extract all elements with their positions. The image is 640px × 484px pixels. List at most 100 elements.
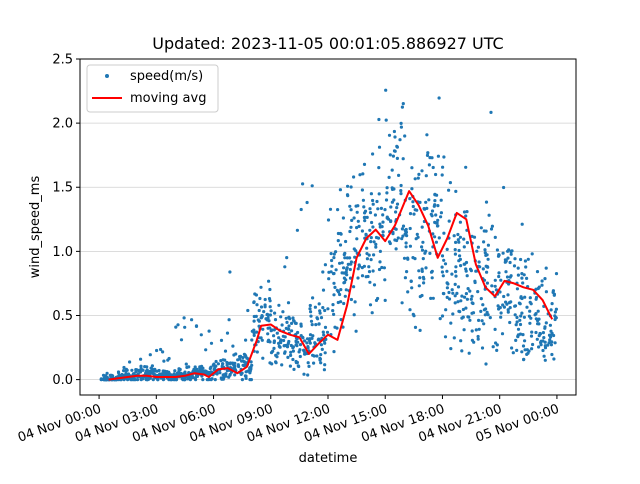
scatter-point (355, 210, 359, 214)
scatter-point (481, 303, 485, 307)
scatter-point (516, 266, 520, 270)
scatter-point (465, 297, 469, 301)
scatter-point (459, 339, 463, 343)
scatter-point (266, 339, 270, 344)
scatter-point (177, 371, 181, 375)
scatter-point (477, 318, 481, 322)
scatter-point (490, 284, 494, 288)
scatter-point (484, 253, 488, 257)
scatter-point (528, 321, 532, 325)
scatter-point (450, 272, 454, 276)
scatter-point (466, 287, 470, 291)
scatter-point (554, 315, 558, 319)
scatter-point (296, 364, 300, 368)
scatter-point (221, 377, 225, 381)
scatter-point (348, 229, 352, 234)
scatter-point (321, 330, 325, 334)
scatter-point (325, 330, 330, 334)
scatter-point (385, 191, 389, 195)
scatter-point (161, 350, 165, 354)
scatter-point (317, 302, 321, 306)
scatter-point (497, 253, 501, 257)
scatter-point (465, 241, 469, 245)
scatter-point (537, 317, 541, 321)
scatter-point (304, 351, 308, 355)
scatter-point (540, 283, 544, 287)
scatter-point (457, 259, 461, 263)
scatter-point (484, 264, 488, 268)
scatter-point (550, 352, 554, 357)
scatter-point (287, 324, 291, 328)
scatter-point (451, 312, 455, 316)
scatter-point (255, 350, 259, 354)
scatter-point (332, 350, 336, 354)
y-tick-label: 0.5 (52, 309, 73, 324)
scatter-point (427, 163, 431, 167)
scatter-point (313, 305, 317, 309)
scatter-point (273, 318, 278, 322)
scatter-point (445, 269, 449, 273)
scatter-point (327, 277, 331, 281)
scatter-point (470, 329, 474, 333)
scatter-point (162, 372, 166, 376)
y-tick-label: 2.0 (52, 117, 73, 132)
scatter-point (333, 285, 337, 289)
scatter-point (141, 377, 145, 381)
scatter-point (292, 319, 296, 323)
scatter-point (343, 294, 347, 298)
scatter-point (549, 343, 554, 347)
scatter-point (508, 260, 512, 265)
scatter-point (442, 292, 446, 296)
scatter-point (456, 300, 460, 304)
scatter-point (259, 285, 263, 289)
scatter-point (252, 300, 256, 305)
scatter-point (420, 225, 424, 229)
scatter-point (408, 226, 412, 231)
scatter-point (299, 322, 303, 326)
scatter-point (260, 314, 264, 318)
scatter-layer (99, 88, 559, 382)
scatter-point (165, 370, 169, 374)
scatter-point (305, 337, 310, 341)
scatter-point (355, 237, 359, 241)
scatter-point (349, 260, 353, 264)
scatter-point (543, 326, 547, 330)
scatter-point (275, 355, 279, 359)
scatter-point (309, 319, 314, 323)
scatter-point (225, 331, 230, 335)
scatter-point (441, 274, 445, 278)
scatter-point (394, 210, 398, 214)
scatter-point (525, 276, 529, 280)
scatter-point (369, 192, 373, 196)
scatter-point (221, 362, 225, 366)
scatter-point (377, 145, 382, 149)
scatter-point (469, 297, 473, 301)
scatter-point (554, 272, 559, 276)
scatter-point (529, 334, 534, 338)
scatter-point (415, 232, 419, 236)
scatter-point (204, 348, 208, 352)
scatter-point (521, 281, 525, 285)
scatter-point (445, 286, 449, 290)
scatter-point (278, 345, 282, 349)
scatter-point (279, 315, 283, 319)
scatter-point (412, 212, 416, 216)
scatter-point (329, 252, 333, 256)
scatter-point (369, 258, 373, 262)
scatter-point (314, 323, 318, 327)
scatter-point (408, 197, 412, 201)
scatter-point (291, 316, 295, 320)
scatter-point (255, 330, 259, 334)
scatter-point (526, 257, 530, 261)
scatter-point (263, 297, 267, 302)
scatter-point (437, 236, 441, 240)
scatter-point (412, 314, 416, 318)
scatter-point (271, 349, 275, 353)
scatter-point (400, 105, 404, 109)
scatter-point (506, 293, 510, 297)
scatter-point (430, 276, 434, 280)
scatter-point (493, 284, 497, 288)
scatter-point (365, 215, 369, 219)
scatter-point (398, 138, 402, 142)
scatter-point (553, 341, 557, 345)
